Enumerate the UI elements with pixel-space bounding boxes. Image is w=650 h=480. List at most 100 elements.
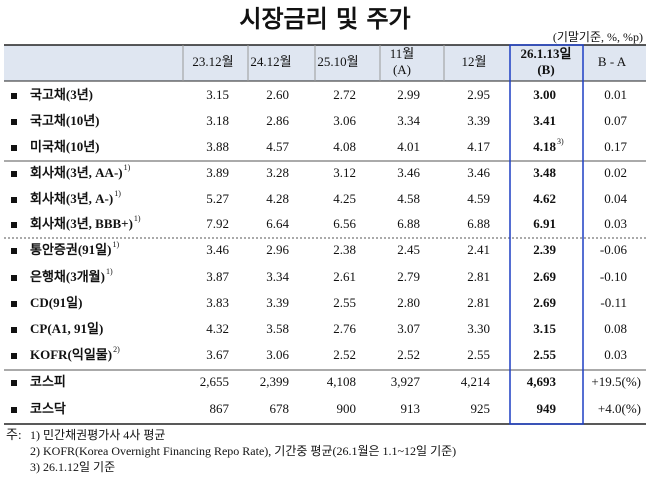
row-label: KOFR(익일물): [30, 347, 112, 362]
cell-value: 7.92: [206, 216, 229, 231]
cell-value: 4.17: [467, 139, 490, 154]
column-header: (A): [393, 62, 411, 77]
cell-value: 0.08: [604, 321, 627, 336]
cell-value: 3.83: [206, 295, 229, 310]
bullet: [11, 380, 17, 386]
row-label: CD(91일): [30, 295, 82, 310]
cell-value: 2.45: [397, 242, 420, 257]
footnote-ref: 3): [557, 137, 564, 146]
cell-value: 2.79: [397, 269, 420, 284]
cell-value: 2.95: [467, 87, 490, 102]
cell-value: 3.15: [533, 321, 556, 336]
cell-value: 4.58: [397, 191, 420, 206]
cell-value: 900: [337, 401, 357, 416]
cell-value: 3.46: [467, 165, 490, 180]
cell-value: 3.28: [266, 165, 289, 180]
row-label: 코스닥: [30, 401, 66, 416]
row-label: CP(A1, 91일): [30, 321, 103, 336]
cell-value: 2.81: [467, 295, 490, 310]
bullet: [11, 407, 17, 413]
cell-value: 2.96: [266, 242, 289, 257]
cell-value: 4.62: [533, 191, 556, 206]
cell-value: 2.86: [266, 113, 289, 128]
cell-value: 3.00: [533, 87, 556, 102]
cell-value: 6.88: [467, 216, 490, 231]
column-header: (B): [537, 62, 554, 77]
bullet: [11, 353, 17, 359]
footnote-ref: 1): [114, 189, 121, 198]
cell-value: 3.67: [206, 347, 229, 362]
cell-value: 4,693: [527, 374, 557, 389]
cell-value: 3.15: [206, 87, 229, 102]
cell-value: 6.56: [333, 216, 356, 231]
row-label: 국고채(10년): [30, 113, 100, 128]
cell-value: 0.03: [604, 347, 627, 362]
bullet: [11, 327, 17, 333]
unit: (기말기준, %, %p): [553, 30, 643, 44]
cell-value: -0.10: [600, 269, 627, 284]
cell-value: 2.52: [333, 347, 356, 362]
cell-value: 5.27: [206, 191, 229, 206]
column-header: B - A: [598, 54, 627, 69]
bullet: [11, 222, 17, 228]
column-header: 12월: [462, 54, 487, 69]
cell-value: 3.89: [206, 165, 229, 180]
bullet: [11, 145, 17, 151]
cell-value: 678: [270, 401, 290, 416]
row-label: 회사채(3년, BBB+): [30, 216, 133, 231]
column-header: 25.10월: [317, 54, 358, 69]
bullet: [11, 119, 17, 125]
cell-value: 2.55: [533, 347, 556, 362]
cell-value: 3.87: [206, 269, 229, 284]
cell-value: 2.69: [533, 295, 556, 310]
footnote-ref: 1): [124, 163, 131, 172]
cell-value: 3.07: [397, 321, 420, 336]
footnote-ref: 1): [106, 267, 113, 276]
cell-value: 2.41: [467, 242, 490, 257]
note: 1) 민간채권평가사 4사 평균: [30, 428, 165, 442]
cell-value: 2.52: [397, 347, 420, 362]
cell-value: 6.91: [533, 216, 556, 231]
cell-value: 2.38: [333, 242, 356, 257]
cell-value: 3.58: [266, 321, 289, 336]
cell-value: 3.12: [333, 165, 356, 180]
cell-value: 2.80: [397, 295, 420, 310]
cell-value: 3.41: [533, 113, 556, 128]
cell-value: 3.34: [266, 269, 289, 284]
cell-value: 2.72: [333, 87, 356, 102]
note: 2) KOFR(Korea Overnight Financing Repo R…: [30, 444, 456, 458]
column-header: 26.1.13일: [521, 46, 572, 61]
cell-value: 3.88: [206, 139, 229, 154]
row-label: 은행채(3개월): [30, 269, 105, 284]
row-label: 회사채(3년, A-): [30, 191, 113, 206]
bullet: [11, 275, 17, 281]
highlight-box: [509, 44, 584, 425]
cell-value: 6.64: [266, 216, 289, 231]
bullet: [11, 197, 17, 203]
cell-value: 0.17: [604, 139, 627, 154]
cell-value: 3.48: [533, 165, 556, 180]
row-label: 통안증권(91일): [30, 242, 111, 257]
bullet: [11, 171, 17, 177]
cell-value: 4.59: [467, 191, 490, 206]
cell-value: 4.01: [397, 139, 420, 154]
header-bg: [4, 45, 646, 81]
cell-value: 2.81: [467, 269, 490, 284]
row-label: 회사채(3년, AA-): [30, 165, 123, 180]
cell-value: 4,108: [327, 374, 356, 389]
cell-value: 913: [401, 401, 421, 416]
cell-value: +4.0(%): [598, 401, 641, 416]
cell-value: 3.39: [467, 113, 490, 128]
note: 3) 26.1.12일 기준: [30, 460, 115, 474]
column-header: 23.12월: [192, 54, 233, 69]
bullet: [11, 93, 17, 99]
notes-prefix: 주:: [6, 427, 22, 442]
cell-value: 0.02: [604, 165, 627, 180]
cell-value: 4.08: [333, 139, 356, 154]
cell-value: 2,399: [260, 374, 289, 389]
column-header: 11월: [390, 46, 414, 61]
cell-value: 2.61: [333, 269, 356, 284]
cell-value: 4,214: [461, 374, 491, 389]
bullet: [11, 301, 17, 307]
